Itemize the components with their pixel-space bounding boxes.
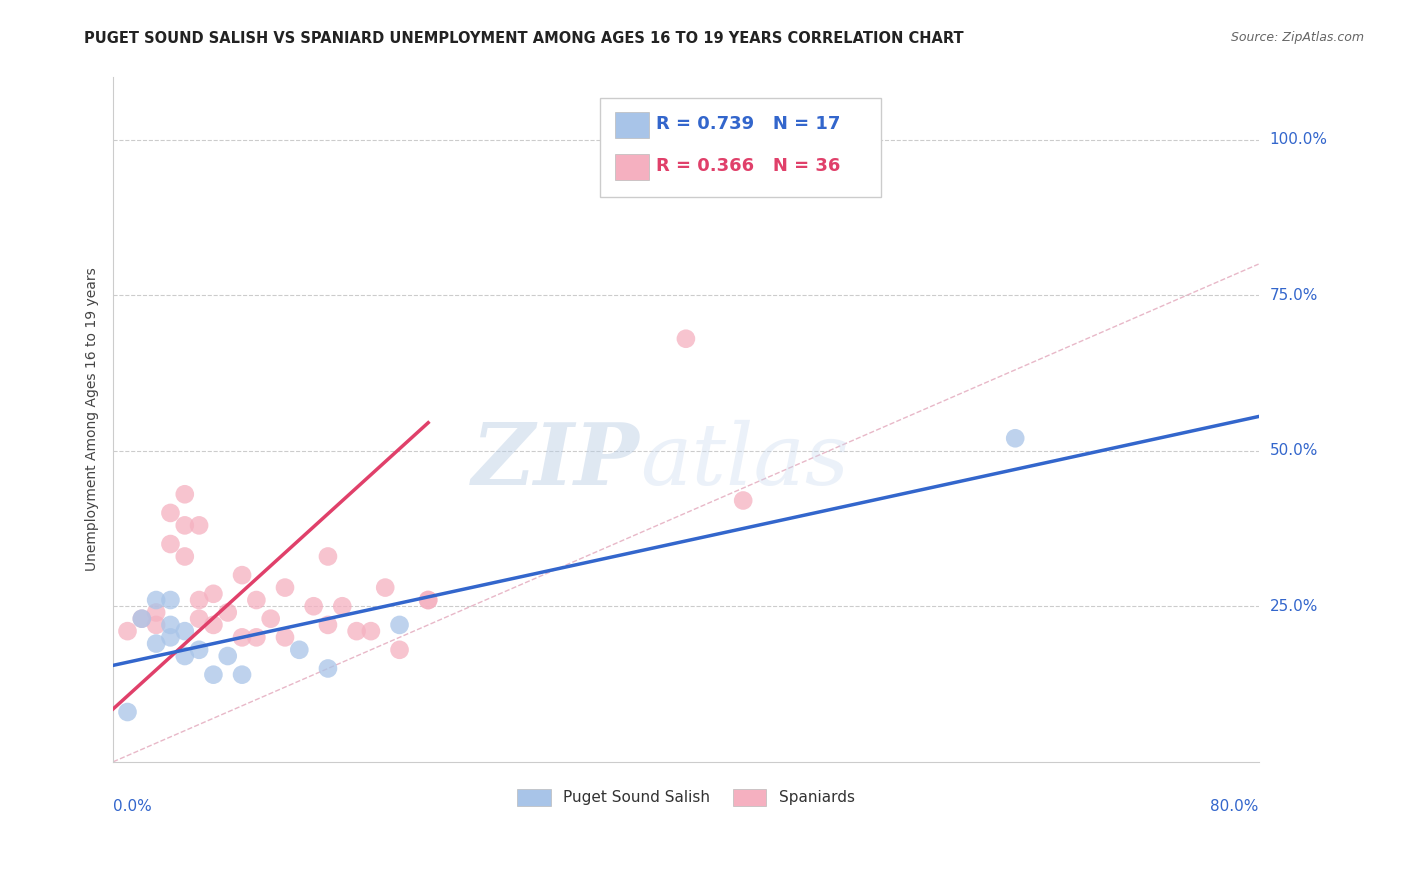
Point [316,661,339,675]
Y-axis label: Unemployment Among Ages 16 to 19 years: Unemployment Among Ages 16 to 19 years [86,268,100,572]
Point [418,593,440,607]
Point [188,593,211,607]
Point [245,631,267,645]
Point [330,599,353,614]
Point [188,518,211,533]
Point [631,133,654,147]
Point [173,648,195,663]
Point [145,606,167,620]
Point [145,593,167,607]
Point [159,618,181,632]
Point [159,537,181,551]
Point [217,606,239,620]
Point [302,599,325,614]
Point [145,637,167,651]
Point [675,332,697,346]
Point [131,612,153,626]
Point [231,631,253,645]
Point [145,618,167,632]
Point [631,133,654,147]
Text: PUGET SOUND SALISH VS SPANIARD UNEMPLOYMENT AMONG AGES 16 TO 19 YEARS CORRELATIO: PUGET SOUND SALISH VS SPANIARD UNEMPLOYM… [84,31,965,46]
Point [316,618,339,632]
Point [217,648,239,663]
Point [316,549,339,564]
FancyBboxPatch shape [614,112,650,137]
Point [346,624,368,639]
Point [260,612,283,626]
Point [173,487,195,501]
Point [1004,431,1026,445]
Text: Source: ZipAtlas.com: Source: ZipAtlas.com [1230,31,1364,45]
Point [274,581,297,595]
Text: 100.0%: 100.0% [1270,132,1327,147]
Point [188,642,211,657]
Point [418,593,440,607]
Point [231,568,253,582]
Point [288,642,311,657]
Point [231,667,253,681]
Point [733,493,755,508]
Point [159,631,181,645]
Point [274,631,297,645]
Text: ZIP: ZIP [472,419,640,502]
FancyBboxPatch shape [600,98,880,197]
Point [173,518,195,533]
Point [388,618,411,632]
Text: R = 0.366   N = 36: R = 0.366 N = 36 [657,157,841,176]
Point [159,593,181,607]
Text: atlas: atlas [640,419,849,502]
Point [173,549,195,564]
Legend: Puget Sound Salish, Spaniards: Puget Sound Salish, Spaniards [510,782,860,813]
Point [173,624,195,639]
Point [245,593,267,607]
Point [131,612,153,626]
Point [360,624,382,639]
Point [188,612,211,626]
Point [117,705,139,719]
Text: 75.0%: 75.0% [1270,288,1317,302]
Text: R = 0.739   N = 17: R = 0.739 N = 17 [657,115,841,133]
Point [202,587,225,601]
Point [374,581,396,595]
Text: 80.0%: 80.0% [1211,799,1258,814]
Text: 25.0%: 25.0% [1270,599,1317,614]
Point [159,506,181,520]
Point [117,624,139,639]
FancyBboxPatch shape [614,154,650,180]
Point [388,642,411,657]
Point [202,667,225,681]
Text: 50.0%: 50.0% [1270,443,1317,458]
Text: 0.0%: 0.0% [114,799,152,814]
Point [202,618,225,632]
